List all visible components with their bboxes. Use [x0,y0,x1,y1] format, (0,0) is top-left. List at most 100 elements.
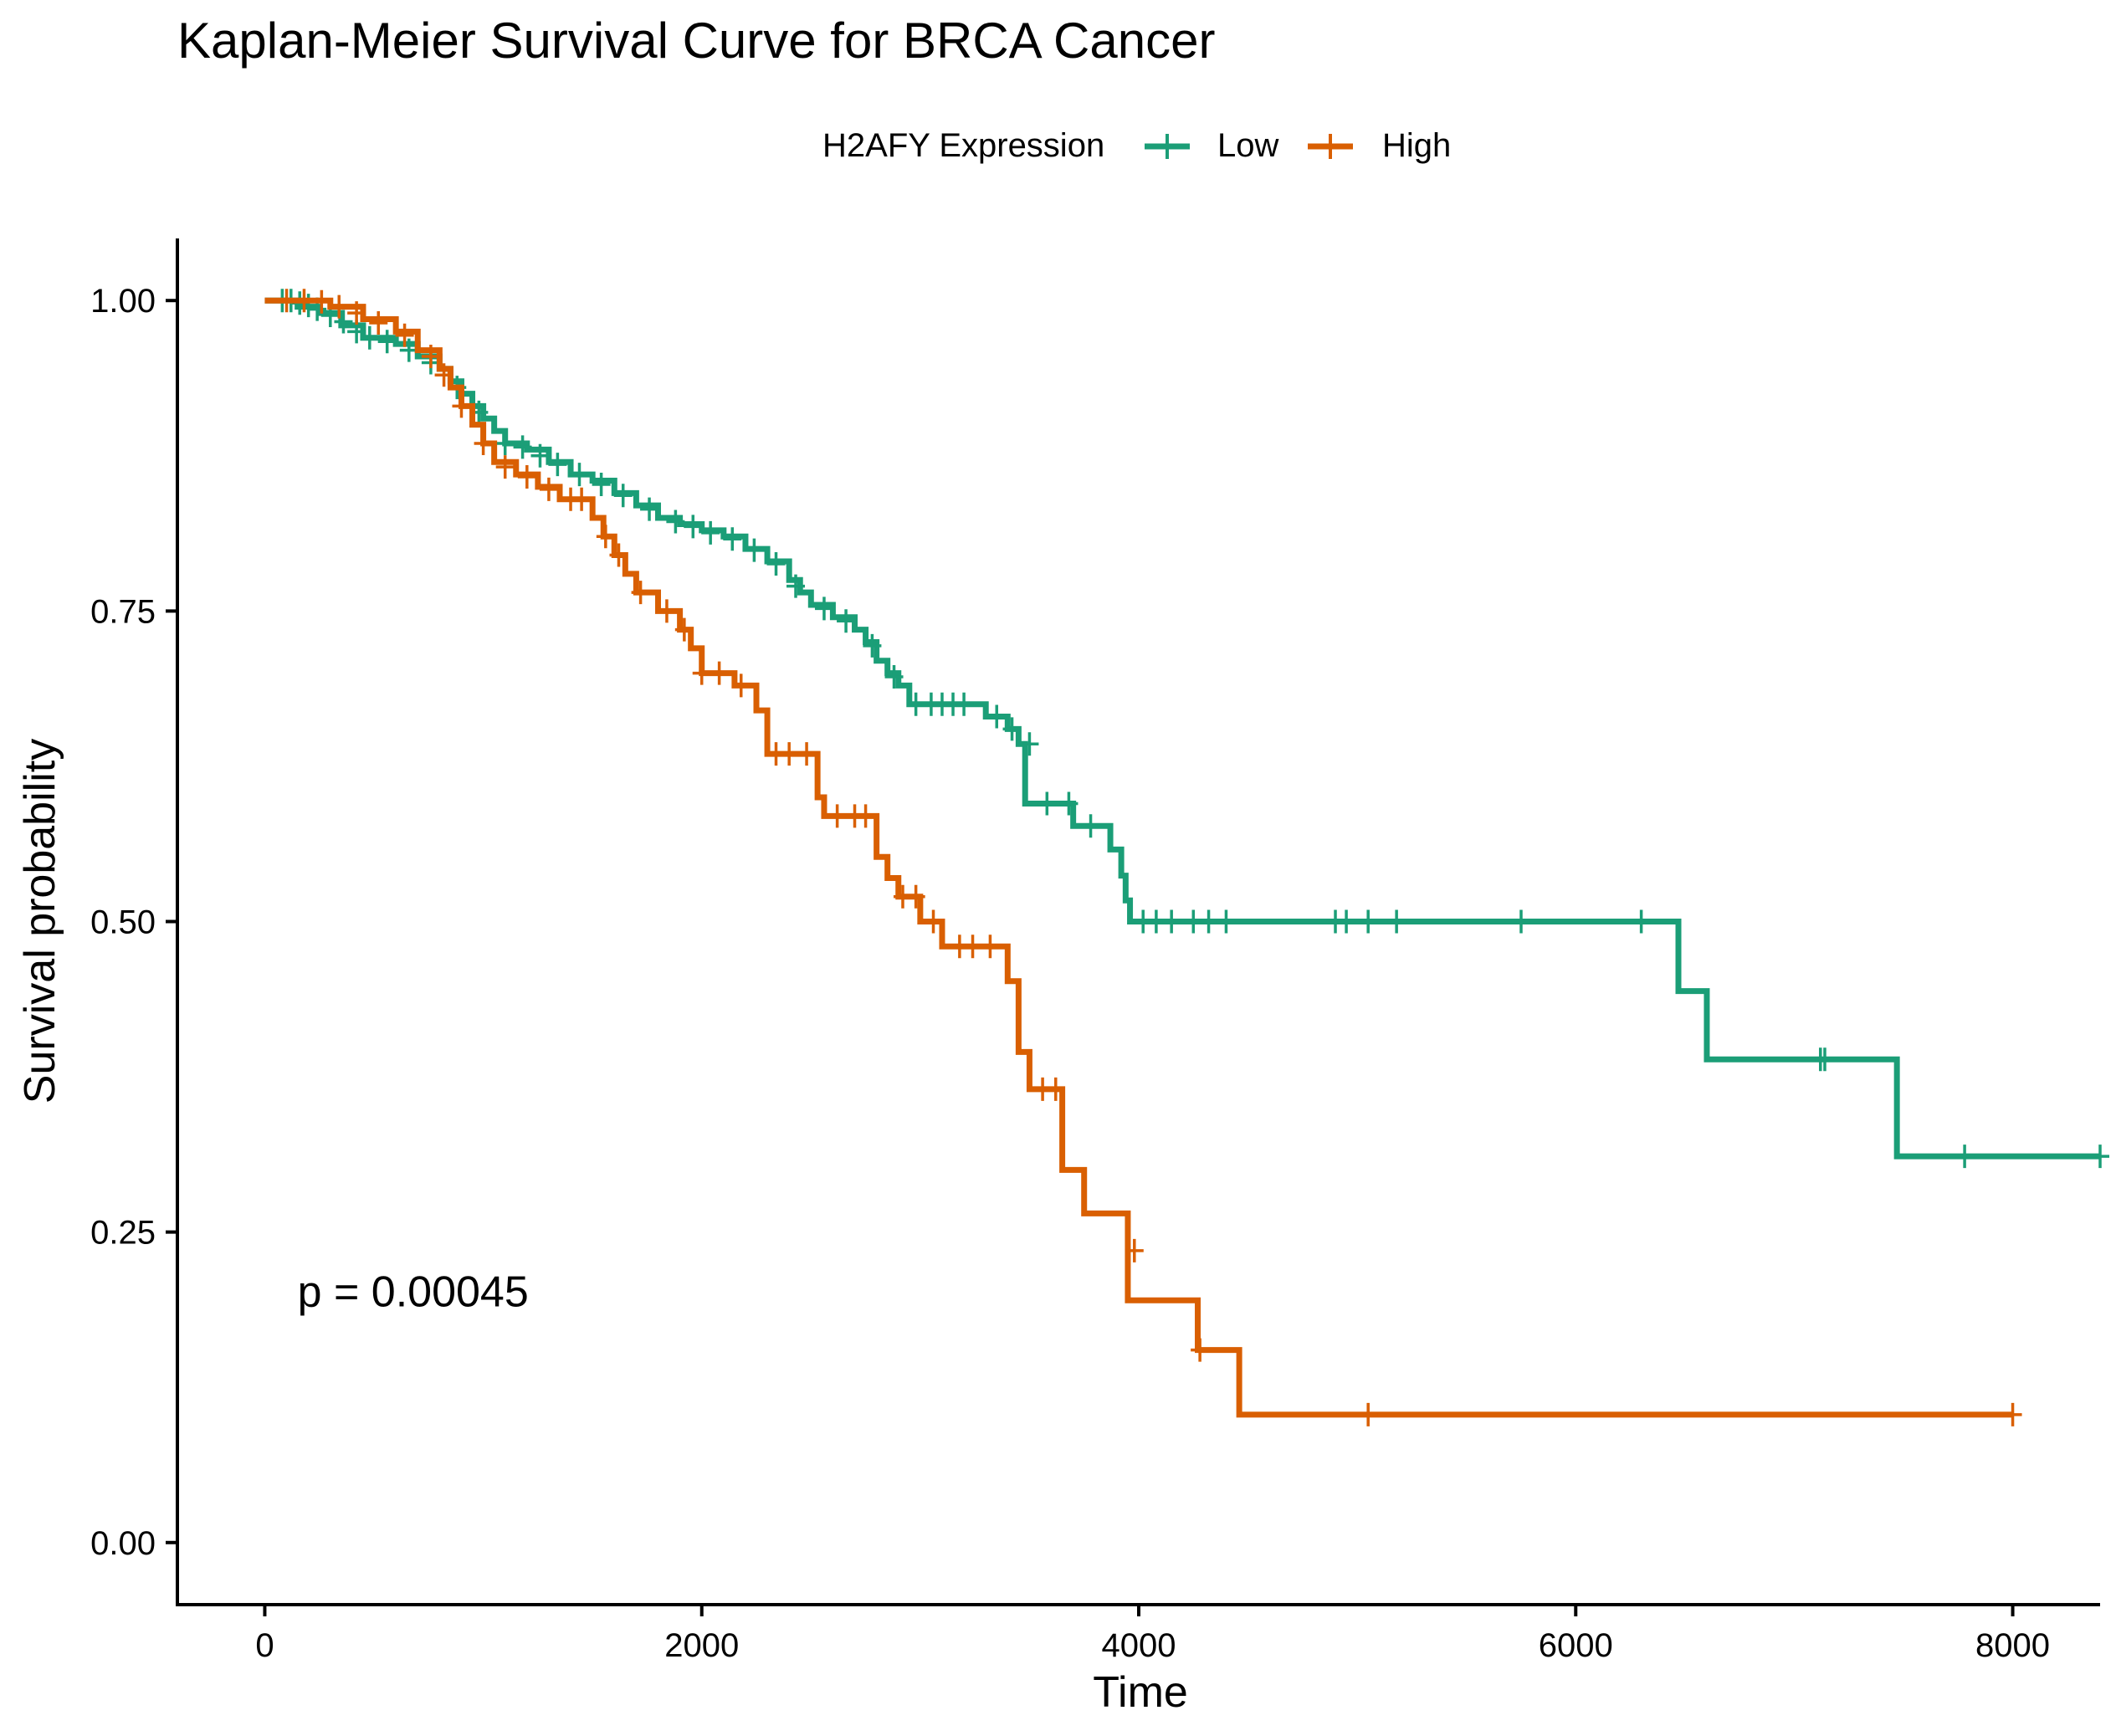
censor-mark-low [1162,909,1181,934]
censor-mark-low [640,497,659,521]
y-tick-label: 0.25 [90,1215,156,1252]
censor-mark-low [786,574,806,598]
censor-mark-low [548,453,567,477]
x-tick-label: 4000 [1102,1627,1176,1664]
censor-mark-low [884,665,904,689]
censor-mark-high [692,661,711,685]
censor-mark-high [452,394,471,418]
censor-mark-high [395,323,414,347]
censor-mark-low [1387,909,1406,934]
legend-item-low: Low [1145,127,1278,164]
censor-mark-low [666,510,685,534]
curves [264,289,2109,1426]
censor-mark-high [312,289,331,314]
x-tick-label: 0 [255,1627,274,1664]
censor-mark-low [1632,909,1651,934]
censor-mark-high [906,884,925,909]
legend-title: H2AFY Expression [822,127,1104,164]
censor-mark-low [1020,732,1039,756]
censor-mark-high [1359,1402,1378,1426]
censor-mark-high [797,742,817,766]
censor-mark-high [731,673,751,698]
censor-mark-high [434,363,453,387]
censor-mark-low [701,520,720,545]
censor-mark-low [1337,909,1356,934]
censor-mark-high [369,310,388,335]
censor-mark-high [780,742,799,766]
y-tick-label: 0.75 [90,593,156,630]
censor-mark-low [723,527,742,551]
censor-mark-high [347,301,366,325]
censor-mark-high [1046,1077,1065,1101]
censor-mark-low [495,431,515,455]
censor-mark-low [570,463,589,487]
censor-mark-low [1815,1047,1834,1072]
censor-mark-low [377,330,397,354]
censor-mark-high [572,487,592,511]
censor-mark-low [1955,1145,1975,1169]
x-tick-label: 8000 [1975,1627,2050,1664]
censor-mark-low [1217,909,1236,934]
censor-mark-low [1511,909,1530,934]
y-tick-label: 0.00 [90,1525,156,1562]
censor-mark-high [539,477,558,501]
plot-area: 0.00 0.25 0.50 0.75 1.00 0 2000 4000 6000 8000 [90,238,2109,1664]
y-tick-label: 0.50 [90,904,156,941]
censor-mark-high [2003,1402,2022,1426]
censor-mark-low [299,294,318,318]
censor-mark-low [2091,1145,2109,1169]
censor-mark-high [277,289,296,313]
censor-mark-low [334,310,353,334]
legend: H2AFY Expression Low High [822,127,1451,164]
censor-mark-high [827,804,847,828]
censor-mark-high [1125,1238,1144,1262]
censor-mark-low [814,597,833,621]
censor-mark-high [856,804,875,828]
censor-mark-low [1081,814,1100,838]
censor-mark-high [295,289,314,313]
censor-mark-low [863,633,882,658]
chart-title: Kaplan-Meier Survival Curve for BRCA Can… [177,13,1215,69]
censor-mark-high [1191,1338,1210,1362]
y-axis-label: Survival probability [16,739,64,1104]
censor-mark-low [613,484,633,508]
censor-mark-low [1359,909,1378,934]
legend-label-high: High [1382,127,1451,164]
censor-mark-high [596,525,615,549]
censor-mark-low [987,704,1007,729]
x-axis-label: Time [1093,1668,1188,1717]
censor-mark-low [513,435,532,459]
censor-mark-high [474,431,493,455]
censor-mark-low [1038,791,1057,816]
censor-mark-low [837,609,856,633]
censor-mark-high [963,935,982,959]
censor-mark-low [766,551,786,576]
censor-mark-low [592,472,611,496]
censor-mark-high [674,617,694,642]
censor-mark-low [1002,717,1022,741]
censor-mark-low [955,692,974,716]
censor-mark-high [495,455,515,479]
censor-mark-low [1059,791,1078,816]
censor-mark-low [684,515,703,539]
legend-label-low: Low [1217,127,1278,164]
censor-mark-high [981,935,1000,959]
censor-mark-low [360,325,379,350]
y-tick-label: 1.00 [90,283,156,320]
y-ticks: 0.00 0.25 0.50 0.75 1.00 [90,283,177,1562]
censor-mark-low [1199,909,1218,934]
censor-mark-high [924,909,943,934]
x-ticks: 0 2000 4000 6000 8000 [255,1605,2050,1664]
censor-mark-high [631,581,650,605]
censor-mark-high [421,345,440,369]
survival-curve-low [264,297,2100,1160]
censor-mark-high [330,294,349,319]
x-tick-label: 2000 [664,1627,739,1664]
legend-item-high: High [1308,127,1451,164]
p-value-annotation: p = 0.00045 [298,1268,529,1317]
censor-mark-high [609,543,628,567]
censor-mark-high [517,465,536,489]
censor-mark-low [530,443,550,468]
censor-mark-low [745,538,764,562]
